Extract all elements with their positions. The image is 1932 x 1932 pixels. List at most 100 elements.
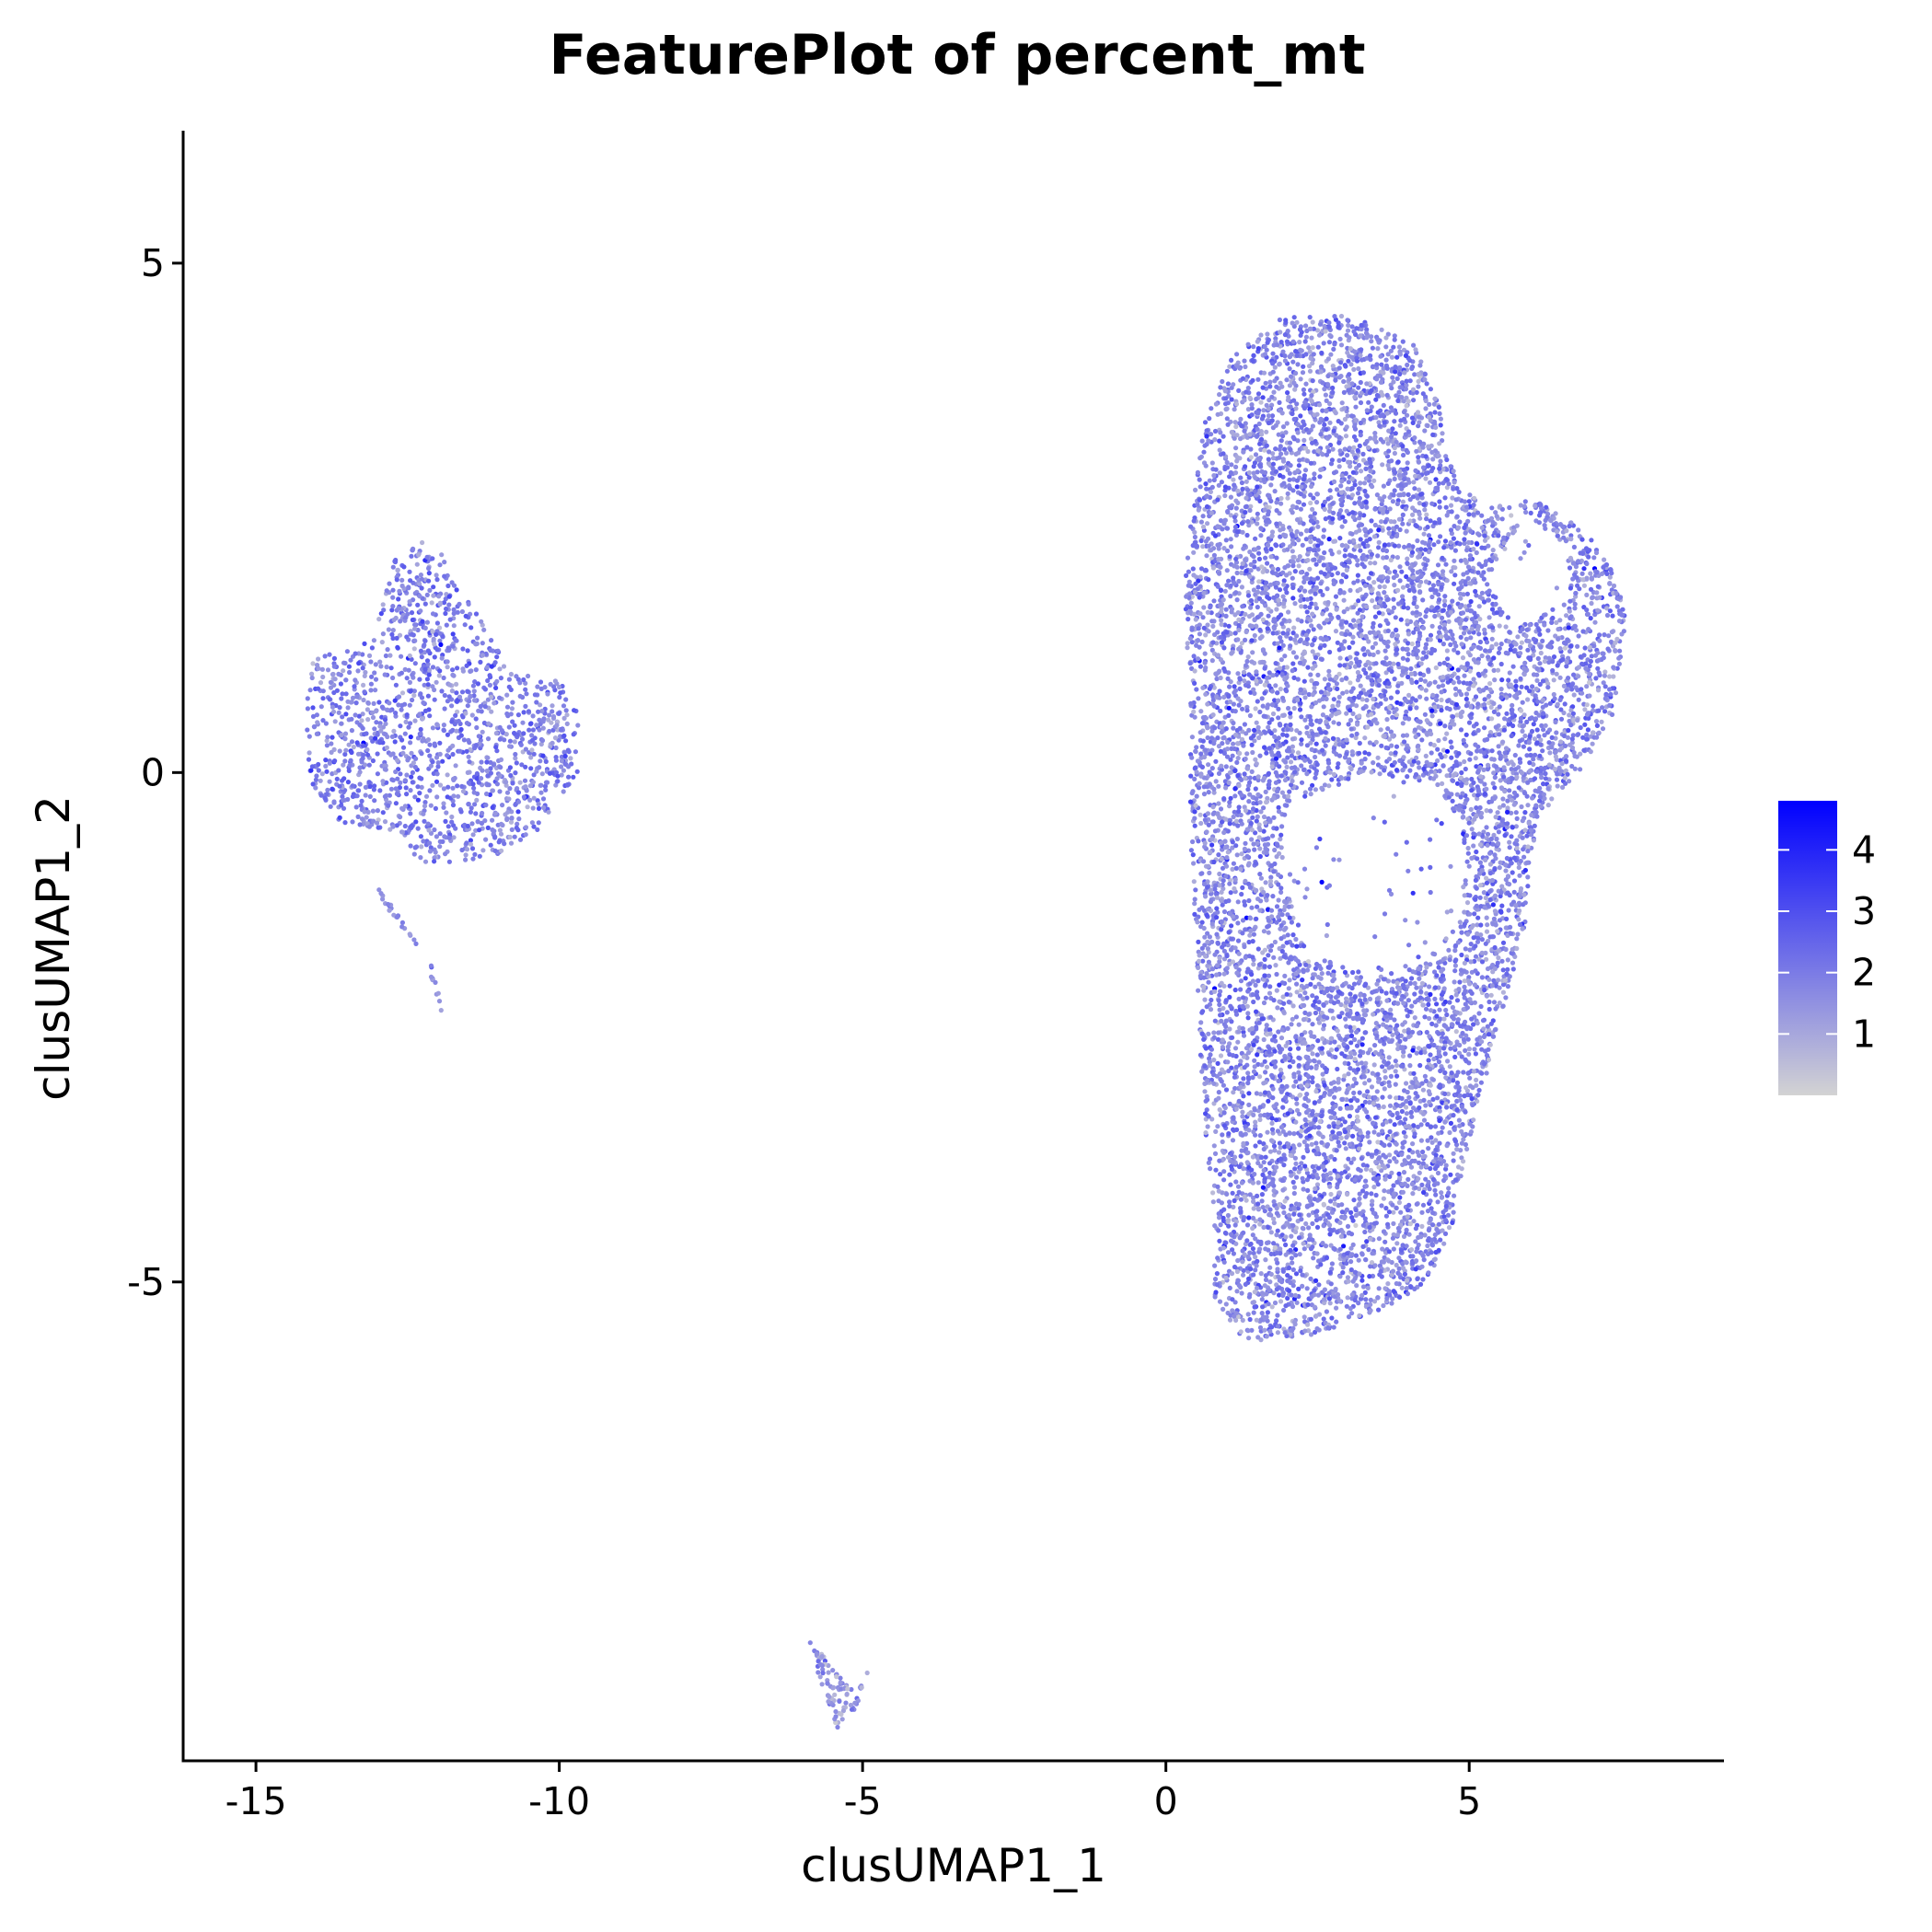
cell-point	[557, 694, 562, 700]
cell-point	[1361, 765, 1367, 771]
cell-point	[1360, 451, 1366, 457]
cell-point	[1290, 1260, 1295, 1266]
cell-point	[513, 756, 518, 761]
cell-point	[1267, 1149, 1273, 1154]
cell-point	[374, 720, 379, 725]
cell-point	[475, 819, 480, 825]
cell-point	[1541, 781, 1546, 787]
cell-point	[468, 809, 473, 815]
cell-point	[1454, 998, 1461, 1003]
cell-point	[1197, 574, 1203, 580]
cell-point	[534, 723, 539, 728]
cell-point	[1497, 865, 1502, 871]
cell-point	[439, 688, 445, 694]
cell-point	[451, 835, 457, 840]
cell-point	[409, 750, 414, 756]
cell-point	[1557, 618, 1563, 623]
cell-point	[330, 786, 335, 792]
cell-point	[432, 642, 437, 647]
cell-point	[1209, 460, 1215, 466]
cell-point	[330, 709, 337, 714]
cell-point	[322, 795, 328, 801]
cell-point	[1191, 654, 1197, 659]
cell-point	[1272, 1148, 1278, 1153]
cell-point	[450, 803, 457, 808]
cell-point	[1280, 526, 1286, 532]
cell-point	[568, 756, 573, 761]
cell-point	[504, 790, 511, 795]
cell-point	[1269, 394, 1275, 399]
cell-point	[1400, 512, 1406, 518]
cell-point	[1303, 334, 1309, 340]
cell-point	[1376, 610, 1382, 616]
cell-point	[1382, 648, 1388, 654]
cell-point	[1231, 477, 1236, 482]
cell-point	[1363, 1178, 1369, 1184]
cell-point	[305, 727, 310, 733]
cell-point	[451, 607, 457, 613]
cell-point	[517, 837, 524, 842]
cell-point	[360, 711, 365, 717]
cell-point	[546, 809, 551, 815]
cell-point	[1367, 1140, 1372, 1145]
cell-point	[1401, 755, 1406, 760]
cell-point	[320, 696, 326, 701]
cell-point	[1505, 805, 1510, 811]
cell-point	[1406, 868, 1411, 873]
cell-point	[1416, 760, 1421, 766]
cell-point	[1309, 1141, 1314, 1147]
cell-point	[415, 784, 421, 790]
cell-point	[334, 776, 340, 782]
cell-point	[1324, 1309, 1329, 1314]
cell-point	[1437, 1140, 1442, 1146]
cell-point	[497, 773, 503, 779]
cell-point	[563, 697, 569, 702]
cell-point	[485, 736, 492, 742]
cell-point	[1333, 1054, 1338, 1060]
cell-point	[307, 750, 312, 756]
cell-point	[384, 588, 389, 594]
cell-point	[1435, 562, 1441, 568]
cell-point	[1463, 878, 1468, 884]
cell-point	[1514, 945, 1520, 952]
cell-point	[1261, 929, 1267, 934]
cell-point	[1220, 865, 1226, 871]
cell-point	[419, 585, 424, 591]
cell-point	[1246, 1276, 1252, 1281]
cell-point	[510, 719, 515, 724]
cell-point	[422, 601, 428, 607]
cell-point	[1444, 731, 1450, 736]
cell-point	[538, 790, 544, 795]
cell-point	[310, 661, 316, 666]
cell-point	[387, 581, 392, 586]
cell-point	[563, 708, 569, 713]
cell-point	[426, 672, 432, 677]
cell-point	[446, 682, 453, 688]
cell-point	[418, 573, 423, 578]
cell-point	[1426, 1058, 1431, 1063]
cell-point	[1342, 518, 1348, 525]
cell-point	[1473, 588, 1478, 595]
cell-point	[1404, 839, 1409, 845]
cell-point	[370, 714, 376, 721]
cell-point	[538, 758, 543, 764]
cell-point	[407, 653, 412, 659]
cell-point	[1188, 848, 1194, 853]
cell-point	[1423, 1103, 1429, 1108]
cell-point	[442, 834, 447, 839]
cell-point	[345, 705, 351, 711]
cell-point	[1339, 400, 1345, 406]
cell-point	[1244, 915, 1249, 920]
cell-point	[460, 646, 466, 652]
cell-point	[1231, 1204, 1236, 1209]
cell-point	[559, 772, 564, 778]
cell-point	[1336, 702, 1341, 708]
cell-point	[504, 704, 511, 710]
cell-point	[1217, 871, 1222, 877]
cell-point	[361, 682, 366, 688]
cell-point	[430, 759, 435, 765]
cell-point	[1236, 388, 1242, 393]
cell-point	[1385, 726, 1391, 732]
cell-point	[550, 740, 555, 746]
cell-point	[363, 792, 368, 798]
